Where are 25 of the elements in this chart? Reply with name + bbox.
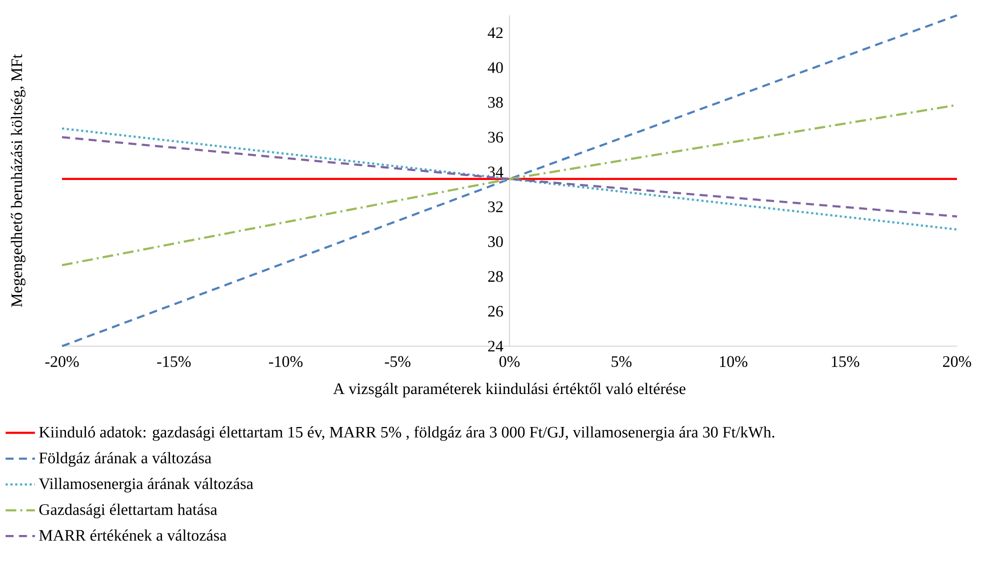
y-tick-label: 24 — [488, 341, 504, 352]
legend-label: MARR értékének a változása — [39, 530, 226, 542]
x-tick-label: -20% — [45, 356, 79, 368]
x-tick-label: -10% — [269, 356, 303, 368]
y-axis-title: Megengedhető beruházási költség, MFt — [10, 54, 26, 308]
legend-label: Villamosenergia árának változása — [38, 478, 254, 493]
y-tick-label: 28 — [488, 271, 503, 282]
y-tick-label: 38 — [488, 97, 503, 108]
y-tick-label: 32 — [488, 202, 503, 212]
x-tick-label: -15% — [157, 356, 191, 368]
y-tick-label: 42 — [488, 28, 503, 38]
x-tick-label: 0% — [499, 356, 520, 368]
x-tick-label: 5% — [612, 356, 632, 368]
y-tick-label: 26 — [488, 306, 503, 317]
y-tick-label: 30 — [488, 236, 503, 248]
x-axis-title: A vizsgált paraméterek kiindulási értéktől való eltérése — [333, 383, 686, 398]
x-tick-label: 20% — [943, 356, 972, 368]
x-tick-label: 15% — [832, 356, 860, 368]
x-tick-label: -5% — [384, 356, 410, 368]
y-tick-label: 40 — [488, 62, 503, 74]
legend-label: Földgáz árának a változása — [39, 452, 212, 467]
legend-label: Gazdasági élettartam hatása — [39, 504, 218, 519]
legend-label: Kiinduló adatok: gazdasági élettartam 15 év, MARR 5% , földgáz ára 3 000 Ft/GJ, villamosenergia ára 30 Ft/kWh. — [39, 426, 774, 442]
x-tick-label: 10% — [720, 356, 748, 368]
y-tick-label: 36 — [488, 132, 503, 143]
